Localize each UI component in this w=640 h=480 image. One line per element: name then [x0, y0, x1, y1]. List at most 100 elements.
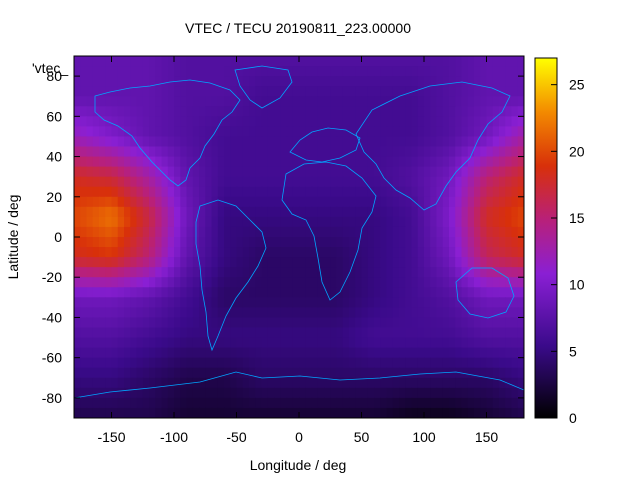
heatmap-cell: [392, 86, 400, 97]
heatmap-cell: [361, 206, 369, 218]
heatmap-cell: [180, 307, 188, 319]
heatmap-cell: [442, 206, 450, 218]
heatmap-cell: [161, 277, 169, 288]
heatmap-cell: [74, 186, 81, 198]
heatmap-cell: [217, 347, 225, 359]
heatmap-cell: [405, 407, 413, 418]
heatmap-cell: [236, 196, 244, 208]
heatmap-cell: [324, 367, 331, 379]
heatmap-cell: [230, 106, 238, 117]
heatmap-cell: [330, 126, 338, 138]
heatmap-cell: [499, 186, 506, 198]
heatmap-cell: [192, 166, 200, 178]
heatmap-cell: [130, 146, 138, 158]
heatmap-cell: [74, 277, 81, 288]
heatmap-cell: [105, 96, 113, 107]
heatmap-cell: [180, 247, 188, 258]
heatmap-cell: [505, 196, 513, 208]
heatmap-cell: [199, 267, 206, 278]
heatmap-cell: [386, 66, 394, 77]
heatmap-cell: [186, 407, 194, 418]
heatmap-cell: [405, 116, 413, 127]
heatmap-cell: [405, 226, 413, 238]
heatmap-cell: [324, 56, 331, 67]
heatmap-cell: [86, 247, 94, 258]
heatmap-cell: [336, 397, 344, 409]
heatmap-cell: [149, 186, 156, 198]
heatmap-cell: [117, 86, 125, 97]
heatmap-cell: [480, 407, 488, 418]
heatmap-cell: [355, 377, 363, 389]
heatmap-cell: [242, 237, 250, 248]
heatmap-cell: [517, 357, 524, 369]
heatmap-cell: [392, 297, 400, 308]
heatmap-cell: [399, 186, 406, 198]
heatmap-cell: [442, 317, 450, 329]
heatmap-cell: [267, 216, 275, 228]
heatmap-cell: [411, 136, 419, 148]
heatmap-cell: [417, 186, 425, 198]
heatmap-cell: [292, 347, 300, 359]
heatmap-cell: [442, 347, 450, 359]
heatmap-cell: [267, 317, 275, 329]
heatmap-cell: [361, 257, 369, 268]
y-tick-label: -60: [42, 350, 62, 366]
heatmap-cell: [117, 116, 125, 127]
heatmap-cell: [205, 196, 213, 208]
heatmap-cell: [436, 166, 444, 178]
heatmap-cell: [486, 377, 494, 389]
heatmap-cell: [155, 136, 163, 148]
heatmap-cell: [92, 206, 100, 218]
heatmap-cell: [417, 216, 425, 228]
heatmap-cell: [399, 176, 406, 188]
heatmap-cell: [230, 347, 238, 359]
heatmap-cell: [411, 307, 419, 319]
y-tick-label: 40: [46, 149, 62, 165]
heatmap-cell: [505, 247, 513, 258]
heatmap-cell: [349, 357, 356, 369]
heatmap-cell: [111, 407, 119, 418]
heatmap-cell: [199, 247, 206, 258]
heatmap-cell: [174, 56, 181, 67]
heatmap-cell: [480, 237, 488, 248]
heatmap-cell: [105, 126, 113, 138]
heatmap-cell: [467, 136, 475, 148]
heatmap-cell: [361, 307, 369, 319]
heatmap-cell: [305, 357, 313, 369]
heatmap-cell: [211, 307, 219, 319]
heatmap-cell: [380, 277, 388, 288]
heatmap-cell: [317, 216, 325, 228]
heatmap-cell: [467, 126, 475, 138]
heatmap-cell: [236, 377, 244, 389]
heatmap-cell: [374, 96, 381, 107]
heatmap-cell: [442, 76, 450, 87]
heatmap-cell: [167, 277, 175, 288]
heatmap-cell: [205, 86, 213, 97]
heatmap-cell: [217, 327, 225, 339]
heatmap-cell: [367, 136, 375, 148]
heatmap-cell: [192, 106, 200, 117]
heatmap-cell: [367, 367, 375, 379]
heatmap-cell: [417, 116, 425, 127]
heatmap-cell: [430, 247, 438, 258]
heatmap-cell: [311, 126, 319, 138]
heatmap-cell: [399, 267, 406, 278]
heatmap-cell: [499, 397, 506, 409]
heatmap-cell: [305, 206, 313, 218]
heatmap-cell: [99, 186, 106, 198]
heatmap-cell: [330, 347, 338, 359]
heatmap-cell: [267, 106, 275, 117]
heatmap-cell: [342, 106, 350, 117]
heatmap-cell: [367, 277, 375, 288]
heatmap-cell: [324, 307, 331, 319]
heatmap-cell: [174, 216, 181, 228]
heatmap-cell: [461, 96, 469, 107]
heatmap-cell: [480, 367, 488, 379]
heatmap-cell: [349, 367, 356, 379]
heatmap-cell: [167, 237, 175, 248]
heatmap-cell: [449, 257, 456, 268]
heatmap-cell: [130, 106, 138, 117]
heatmap-cell: [349, 257, 356, 268]
heatmap-cell: [124, 327, 131, 339]
